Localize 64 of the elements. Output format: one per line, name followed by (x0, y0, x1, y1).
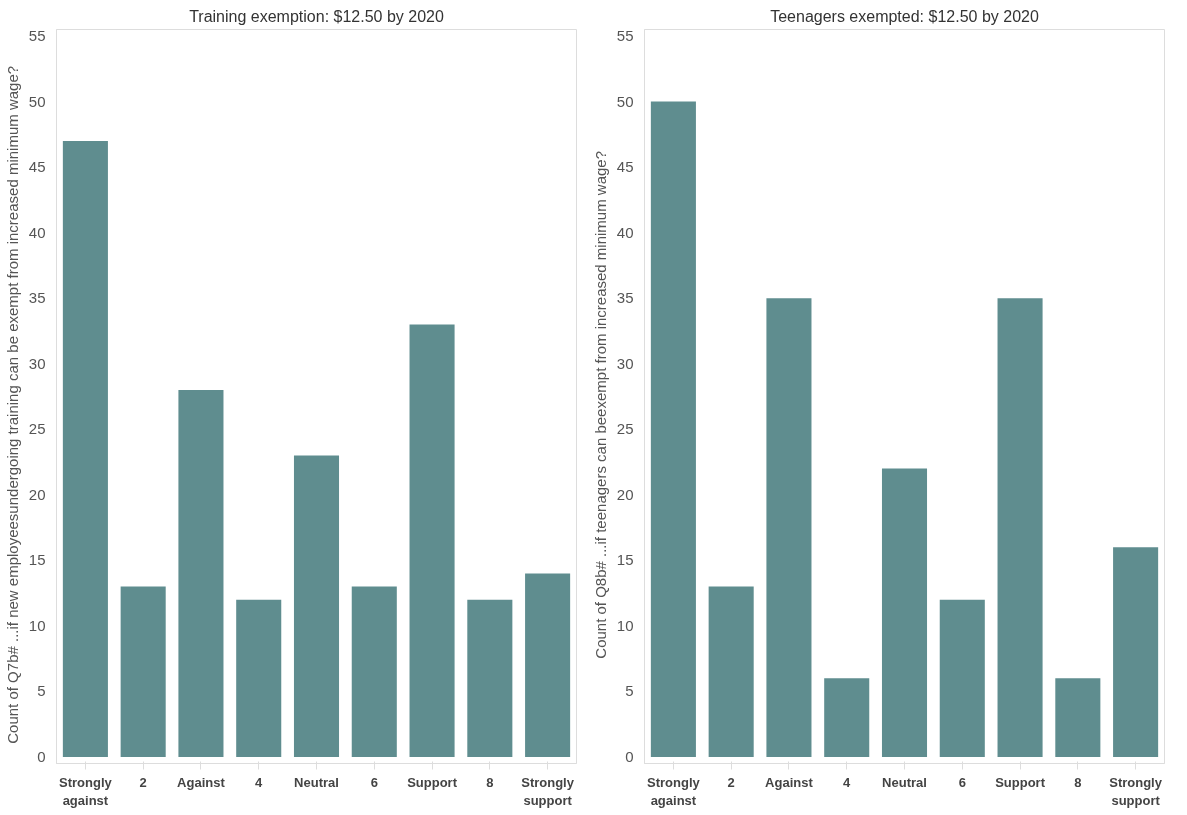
bar (708, 586, 754, 757)
y-tick-label: 35 (616, 289, 634, 307)
y-tick-label: 25 (28, 420, 46, 438)
x-tick-label: Strongly against (647, 774, 701, 808)
x-tick-label: Strongly support (1109, 774, 1163, 808)
bar (236, 599, 282, 757)
y-tick-label: 20 (28, 485, 46, 503)
y-axis-title: Count of Q8b# ...if teenagers can beexempt from increased minimum wage? (591, 150, 609, 659)
x-tick-label: Support (995, 774, 1046, 790)
x-tick-label: Against (177, 774, 226, 790)
y-tick-label: 15 (616, 551, 634, 569)
y-tick-label: 30 (616, 354, 634, 372)
y-tick-label: 15 (28, 551, 46, 569)
bar (351, 586, 397, 757)
x-tick-label: Against (765, 774, 814, 790)
bar (997, 298, 1043, 757)
y-tick-label: 50 (28, 92, 46, 110)
x-tick-label: 4 (843, 774, 852, 790)
y-tick-label: 55 (616, 27, 634, 45)
chart-title: Training exemption: $12.50 by 2020 (189, 7, 444, 25)
bar (525, 573, 571, 757)
bar (62, 140, 108, 757)
bar (120, 586, 166, 757)
x-tick-label: 2 (727, 774, 735, 790)
y-tick-label: 40 (28, 223, 46, 241)
y-tick-label: 10 (616, 616, 634, 634)
chart-title: Teenagers exempted: $12.50 by 2020 (770, 7, 1039, 25)
x-tick-label: Strongly support (521, 774, 575, 808)
x-tick-label: Neutral (882, 774, 927, 790)
x-tick-label: 6 (958, 774, 966, 790)
bar (650, 101, 696, 757)
y-tick-label: 35 (28, 289, 46, 307)
bar (1055, 678, 1101, 757)
x-tick-label: 8 (1074, 774, 1082, 790)
y-tick-label: 0 (37, 747, 46, 765)
y-tick-label: 50 (616, 92, 634, 110)
x-tick-label: Strongly against (59, 774, 113, 808)
y-tick-label: 40 (616, 223, 634, 241)
y-tick-label: 55 (28, 27, 46, 45)
y-tick-label: 25 (616, 420, 634, 438)
y-axis-title: Count of Q7b# ...if new employeesundergoing training can be exempt from increased minimum wage? (3, 65, 21, 744)
y-tick-label: 20 (616, 485, 634, 503)
y-tick-label: 5 (37, 682, 46, 700)
y-tick-label: 45 (616, 158, 634, 176)
y-tick-label: 30 (28, 354, 46, 372)
bar (824, 678, 870, 757)
y-tick-label: 0 (625, 747, 634, 765)
x-tick-label: 2 (139, 774, 147, 790)
bar (1113, 547, 1159, 757)
x-tick-label: 6 (370, 774, 378, 790)
x-tick-label: 4 (255, 774, 264, 790)
y-tick-label: 45 (28, 158, 46, 176)
bar (293, 455, 340, 757)
bar (939, 599, 985, 757)
x-tick-label: Support (407, 774, 458, 790)
bar (881, 468, 928, 757)
x-tick-label: 8 (486, 774, 494, 790)
bar (178, 389, 224, 757)
bar (409, 324, 455, 757)
y-tick-label: 5 (625, 682, 634, 700)
bar (766, 298, 812, 757)
bar (467, 599, 513, 757)
x-tick-label: Neutral (294, 774, 339, 790)
y-tick-label: 10 (28, 616, 46, 634)
